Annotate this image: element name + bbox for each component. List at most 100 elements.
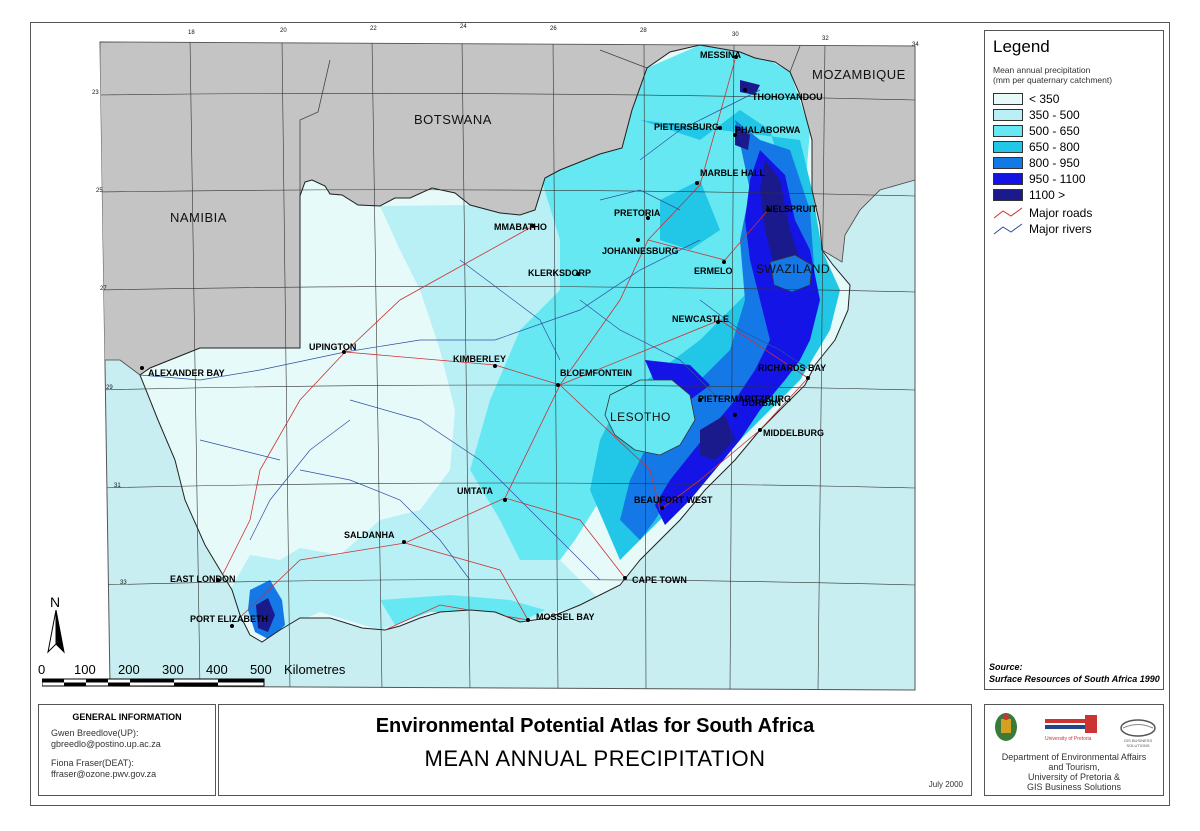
scale-label: 300 [162,662,184,677]
lon-tick: 30 [732,32,739,38]
legend-class-row: 650 - 800 [993,140,1080,154]
legend-class-label: 350 - 500 [1029,108,1080,122]
namibia-botswana-border [299,59,331,196]
town-label: MMABATHO [494,222,547,232]
country-label-botswana: BOTSWANA [414,112,492,127]
legend-swatch [993,141,1023,153]
legend-class-row: 500 - 650 [993,124,1080,138]
town-label: BLOEMFONTEIN [560,368,632,378]
town-marker [734,55,738,59]
town-marker [716,320,720,324]
north-arrow-icon [47,610,65,654]
map-subtitle: MEAN ANNUAL PRECIPITATION [424,746,766,771]
town-label: ALEXANDER BAY [148,368,225,378]
graticule [100,42,915,690]
zimbabwe-mozambique-border [789,45,801,73]
town-label: MIDDELBURG [763,428,824,438]
legend-class-row: 350 - 500 [993,108,1080,122]
country-label-swaziland: SWAZILAND [756,262,831,276]
country-label-namibia: NAMIBIA [170,210,227,225]
coat-of-arms-logo [995,713,1017,741]
town-marker [556,383,560,387]
country-label-lesotho: LESOTHO [610,410,671,424]
town-label: MOSSEL BAY [536,612,595,622]
town-marker [646,216,650,220]
lat-tick: 31 [114,483,121,489]
country-label-mozambique: MOZAMBIQUE [812,67,906,82]
legend-subtitle-line: Mean annual precipitation [993,65,1091,75]
town-label: MARBLE HALL [700,168,765,178]
town-label: NEWCASTLE [672,314,729,324]
lat-tick: 23 [92,90,99,96]
precipitation-map [99,41,916,691]
scale-label: 200 [118,662,140,677]
town-marker [576,272,580,276]
lon-tick: 32 [822,36,829,42]
contact1-name: Gwen Breedlove(UP): [51,728,139,738]
scale-unit: Kilometres [284,662,346,677]
gis-business-solutions-logo-text: GIS BUSINESS SOLUTIONS [1123,738,1153,748]
town-marker [695,181,699,185]
legend-class-row: 1100 > [993,188,1065,202]
gis-business-solutions-logo [1120,719,1156,737]
town-label: THOHOYANDOU [752,92,823,102]
legend-roads: Major roads [993,206,1092,220]
contact2-email: ffraser@ozone.pwv.gov.za [51,769,157,779]
town-marker [342,350,346,354]
legend-subtitle-line: (mm per quaternary catchment) [993,75,1113,85]
town-marker [660,506,664,510]
swaziland [769,254,813,293]
source-text: Surface Resources of South Africa 1990 [989,674,1160,684]
town-marker [743,88,747,92]
town-label: EAST LONDON [170,574,236,584]
legend-class-row: < 350 [993,92,1059,106]
source-note: Source: Surface Resources of South Afric… [989,661,1160,685]
contact2-name: Fiona Fraser(DEAT): [51,758,134,768]
atlas-title: Environmental Potential Atlas for South … [375,715,815,737]
rivers-line-icon [993,223,1023,235]
legend-class-label: 500 - 650 [1029,124,1080,138]
scale-label: 100 [74,662,96,677]
legend-title: Legend [993,37,1050,56]
town-label: PORT ELIZABETH [190,614,268,624]
lon-tick: 24 [460,24,467,30]
university-of-pretoria-logo-text: University of Pretoria [1045,736,1092,742]
town-marker [806,376,810,380]
map-date: July 2000 [928,780,963,789]
scale-bar-graphic [42,678,265,687]
legend-roads-label: Major roads [1029,206,1093,220]
town-marker [758,428,762,432]
legend-rivers: Major rivers [993,222,1092,236]
town-label: PIETERSBURG [654,122,720,132]
legend-swatch [993,125,1023,137]
lon-tick: 28 [640,28,647,34]
major-rivers [140,89,811,581]
zone-350-500 [230,150,610,630]
town-marker [526,618,530,622]
botswana-zimbabwe-border [599,49,648,69]
credits-panel: University of Pretoria GIS BUSINESS SOLU… [984,704,1164,796]
legend-rivers-label: Major rivers [1029,222,1092,236]
zone-500-650 [470,45,810,560]
university-of-pretoria-logo [1045,715,1097,733]
town-label: SALDANHA [344,530,395,540]
north-label: N [50,594,61,610]
credit-line: University of Pretoria & [1027,772,1121,782]
lon-tick: 20 [280,28,287,34]
legend-class-label: 800 - 950 [1029,156,1080,170]
town-marker [698,398,702,402]
legend-swatch [993,93,1023,105]
lon-tick: 34 [912,42,919,48]
town-marker [636,238,640,242]
town-label: MESSINA [700,50,742,60]
general-info-panel: GENERAL INFORMATION Gwen Breedlove(UP): … [38,704,216,796]
legend-subtitle: Mean annual precipitation (mm per quater… [993,65,1163,85]
lesotho [604,379,696,456]
credit-line: Department of Environmental Affairs [1001,752,1147,762]
scale-label: 500 [250,662,272,677]
legend-swatch [993,173,1023,185]
town-label: PIETERMARITZBURG [698,394,791,404]
info-heading: GENERAL INFORMATION [72,712,182,722]
lon-tick: 26 [550,26,557,32]
lat-tick: 33 [120,580,127,586]
